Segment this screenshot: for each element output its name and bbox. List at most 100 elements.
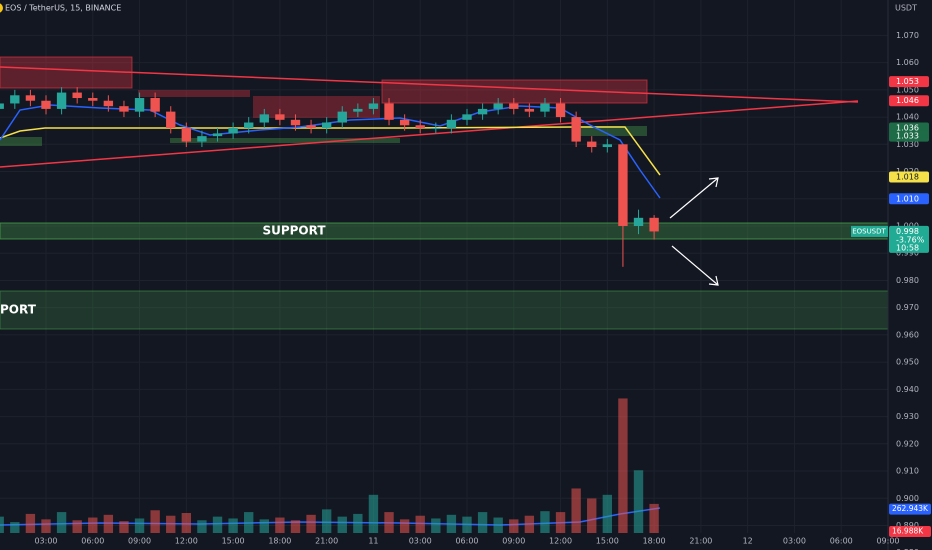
x-tick-label: 18:00 <box>268 537 291 546</box>
volume-bar <box>25 513 36 533</box>
candle-body <box>368 103 379 109</box>
price-badge <box>889 95 929 107</box>
volume-badge <box>889 503 931 515</box>
volume-bar <box>56 512 67 533</box>
candle-body <box>166 111 176 128</box>
trend-line <box>0 100 859 168</box>
axis-unit: USDT <box>895 4 917 13</box>
candle-body <box>618 144 628 226</box>
candle-body <box>10 95 20 104</box>
candle-body <box>431 127 441 129</box>
volume-bar <box>337 516 347 533</box>
candle-body <box>353 108 363 112</box>
volume-bar <box>446 514 457 533</box>
candle-body <box>384 103 394 120</box>
y-tick-label: 1.040 <box>896 113 919 122</box>
y-tick-label: 1.070 <box>896 31 919 40</box>
volume-bar <box>244 512 254 533</box>
symbol-icon <box>0 3 3 13</box>
volume-badge <box>889 525 931 537</box>
resistance-zone <box>253 96 380 118</box>
candle-body <box>337 111 347 123</box>
price-badge-label: 1.036 <box>896 123 919 132</box>
candle-body <box>477 108 488 115</box>
y-tick-label: 1.050 <box>896 85 919 94</box>
x-tick-label: 15:00 <box>222 537 245 546</box>
candle-body <box>602 144 613 148</box>
y-tick-label: 0.990 <box>896 249 919 258</box>
volume-bar <box>119 521 129 533</box>
x-tick-label: 06:00 <box>81 537 104 546</box>
y-tick-label: 1.060 <box>896 58 919 67</box>
y-tick-label: 0.970 <box>896 303 919 312</box>
price-badge-label: 1.033 <box>896 132 919 141</box>
y-tick-label: 0.950 <box>896 358 919 367</box>
volume-bar <box>524 515 535 533</box>
x-tick-label: 12 <box>743 537 753 546</box>
candle-body <box>88 98 98 101</box>
candle-body <box>633 217 644 226</box>
x-tick-label: 21:00 <box>315 537 338 546</box>
volume-bar <box>72 520 82 533</box>
y-tick-label: 0.910 <box>896 467 919 476</box>
support-zone <box>0 222 889 240</box>
price-axis <box>888 0 932 550</box>
zone-label: SUPPORT <box>262 224 326 238</box>
candle-body <box>462 114 472 120</box>
y-tick-label: 0.980 <box>896 276 919 285</box>
volume-bar <box>290 520 301 533</box>
arrow <box>669 177 719 219</box>
candle-body <box>259 114 269 123</box>
candle-body <box>509 103 519 109</box>
candle-body <box>25 95 36 101</box>
volume-bar <box>228 518 238 533</box>
zones <box>0 56 889 330</box>
axes: 1.0701.0601.0501.0401.0301.0201.0101.000… <box>34 31 931 550</box>
volume-bar <box>415 515 425 533</box>
volume-bar <box>602 494 613 533</box>
price-badge-label: 1.010 <box>896 194 919 203</box>
volume-bar <box>0 516 4 533</box>
price-badge <box>889 130 929 142</box>
y-tick-label: 1.030 <box>896 140 919 149</box>
candle-body <box>275 114 285 120</box>
volume-bar <box>399 519 410 533</box>
x-tick-label: 03:00 <box>409 537 432 546</box>
x-tick-label: 11 <box>368 537 378 546</box>
candle-body <box>72 92 82 99</box>
demand-zone <box>170 138 400 143</box>
candle-body <box>399 119 410 126</box>
demand-zone <box>575 126 647 136</box>
candle-body <box>150 98 160 112</box>
candle-body <box>446 119 457 128</box>
volume-bar <box>431 518 441 533</box>
arrows <box>669 177 719 286</box>
volume-bar <box>493 517 503 533</box>
candle-body <box>134 98 145 112</box>
y-tick-label: 0.880 <box>896 548 919 550</box>
candle-body <box>212 133 223 137</box>
candle-body <box>56 92 67 109</box>
volume-bar <box>197 520 207 533</box>
volume-bar <box>649 503 659 533</box>
price-badge-label: 1.018 <box>896 172 919 181</box>
x-tick-label: 06:00 <box>830 537 853 546</box>
candle-body <box>197 136 207 142</box>
candle-body <box>0 103 4 109</box>
x-tick-label: 09:00 <box>502 537 525 546</box>
x-tick-label: 15:00 <box>596 537 619 546</box>
candle-body <box>587 141 597 148</box>
volume-bar <box>555 512 566 533</box>
chart-title: EOS / TetherUS, 15, BINANCE <box>5 4 121 13</box>
x-tick-label: 12:00 <box>549 537 572 546</box>
volume-bar <box>41 519 51 533</box>
volume-bar <box>150 510 160 533</box>
candle-body <box>571 117 581 142</box>
last-price-change: -3.76% <box>896 235 925 244</box>
arrow-head <box>708 177 719 188</box>
resistance-zone <box>138 90 250 97</box>
resistance-zone <box>0 56 133 89</box>
y-tick-label: 0.960 <box>896 330 919 339</box>
volume-bar <box>181 513 192 533</box>
